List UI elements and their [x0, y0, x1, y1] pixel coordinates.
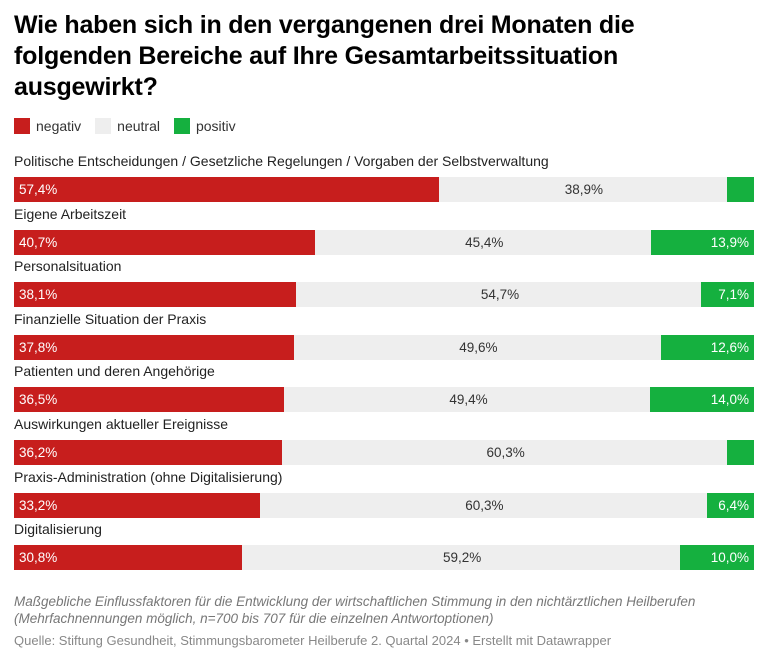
value-label-negativ: 57,4%: [19, 177, 57, 202]
category-label: Politische Entscheidungen / Gesetzliche …: [14, 153, 549, 169]
bar-row: 36,5% 49,4% 14,0%: [14, 387, 754, 412]
value-label-positiv: 13,9%: [711, 230, 749, 255]
value-label-negativ: 30,8%: [19, 545, 57, 570]
bar-row: 37,8% 49,6% 12,6%: [14, 335, 754, 360]
chart-source: Quelle: Stiftung Gesundheit, Stimmungsba…: [14, 633, 611, 648]
value-label-positiv: 10,0%: [711, 545, 749, 570]
legend-label-neutral: neutral: [117, 118, 160, 134]
category-label: Finanzielle Situation der Praxis: [14, 311, 206, 327]
value-label-negativ: 37,8%: [19, 335, 57, 360]
chart-notes: Maßgebliche Einflussfaktoren für die Ent…: [14, 593, 759, 627]
value-label-positiv: 6,4%: [718, 493, 749, 518]
legend-item-neutral: neutral: [95, 118, 160, 134]
value-label-negativ: 38,1%: [19, 282, 57, 307]
category-label: Praxis-Administration (ohne Digitalisier…: [14, 469, 282, 485]
bar-segment-negativ: [14, 177, 439, 202]
bar-row: 38,1% 54,7% 7,1%: [14, 282, 754, 307]
bar-segment-positiv: [727, 440, 754, 465]
value-label-negativ: 40,7%: [19, 230, 57, 255]
legend-item-positiv: positiv: [174, 118, 236, 134]
bar-row: 33,2% 60,3% 6,4%: [14, 493, 754, 518]
category-label: Digitalisierung: [14, 521, 102, 537]
bar-row: 57,4% 38,9%: [14, 177, 754, 202]
legend: negativ neutral positiv: [14, 118, 250, 134]
value-label-neutral: 60,3%: [465, 493, 503, 518]
category-label: Auswirkungen aktueller Ereignisse: [14, 416, 228, 432]
category-label: Personalsituation: [14, 258, 121, 274]
value-label-neutral: 45,4%: [465, 230, 503, 255]
bar-row: 36,2% 60,3%: [14, 440, 754, 465]
value-label-neutral: 38,9%: [565, 177, 603, 202]
value-label-negativ: 33,2%: [19, 493, 57, 518]
value-label-negativ: 36,2%: [19, 440, 57, 465]
bar-segment-positiv: [727, 177, 754, 202]
value-label-positiv: 14,0%: [711, 387, 749, 412]
category-label: Patienten und deren Angehörige: [14, 363, 215, 379]
legend-item-negativ: negativ: [14, 118, 81, 134]
legend-swatch-neutral: [95, 118, 111, 134]
value-label-neutral: 54,7%: [481, 282, 519, 307]
value-label-neutral: 59,2%: [443, 545, 481, 570]
chart-title: Wie haben sich in den vergangenen drei M…: [14, 10, 754, 103]
value-label-neutral: 49,4%: [449, 387, 487, 412]
value-label-neutral: 60,3%: [486, 440, 524, 465]
legend-swatch-negativ: [14, 118, 30, 134]
value-label-positiv: 7,1%: [718, 282, 749, 307]
legend-swatch-positiv: [174, 118, 190, 134]
value-label-neutral: 49,6%: [459, 335, 497, 360]
value-label-negativ: 36,5%: [19, 387, 57, 412]
value-label-positiv: 12,6%: [711, 335, 749, 360]
bar-segment-negativ: [14, 230, 315, 255]
bar-row: 40,7% 45,4% 13,9%: [14, 230, 754, 255]
category-label: Eigene Arbeitszeit: [14, 206, 126, 222]
bar-row: 30,8% 59,2% 10,0%: [14, 545, 754, 570]
legend-label-negativ: negativ: [36, 118, 81, 134]
legend-label-positiv: positiv: [196, 118, 236, 134]
